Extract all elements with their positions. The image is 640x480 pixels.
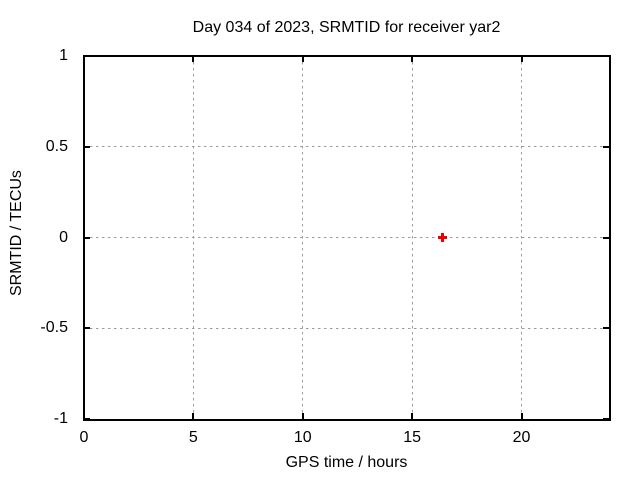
y-tick-mark [603, 418, 609, 420]
y-tick-mark [84, 145, 90, 148]
y-tick-label: -0.5 [40, 319, 68, 337]
x-tick-mark [192, 56, 195, 62]
x-tick-label: 20 [512, 429, 531, 446]
y-tick-mark [603, 327, 609, 330]
x-tick-mark [520, 56, 523, 62]
data-point-marker [441, 233, 445, 242]
plot-area: 0 5 10 15 20 1 0.5 0 -0.5 -1 [40, 48, 609, 446]
x-tick-mark [520, 413, 523, 419]
x-tick-mark [301, 413, 304, 419]
y-gridline [84, 237, 609, 238]
x-tick-mark [411, 413, 414, 419]
x-tick-mark [83, 56, 85, 62]
y-tick-mark [603, 55, 609, 57]
x-tick-label: 0 [79, 429, 89, 446]
x-tick-mark [192, 413, 195, 419]
x-tick-label: 5 [188, 429, 198, 446]
x-tick-mark [411, 56, 414, 62]
y-gridline [84, 146, 609, 148]
y-tick-label: 0.5 [45, 137, 68, 155]
x-tick-label: 10 [293, 429, 312, 446]
y-axis-label: SRMTID / TECUs [8, 170, 25, 296]
y-tick-label: 0 [59, 228, 68, 246]
y-tick-label: -1 [53, 410, 68, 427]
chart-title: Day 034 of 2023, SRMTID for receiver yar… [192, 19, 501, 36]
x-tick-label: 15 [403, 429, 422, 446]
y-tick-mark [84, 327, 90, 330]
y-tick-mark [84, 55, 90, 57]
x-tick-mark [301, 56, 304, 62]
x-tick-mark [83, 413, 85, 419]
y-tick-mark [603, 236, 609, 239]
y-tick-mark [84, 236, 90, 239]
y-tick-label: 1 [59, 47, 68, 64]
y-tick-mark [84, 418, 90, 420]
x-axis-label: GPS time / hours [285, 454, 408, 471]
y-gridline [84, 327, 609, 329]
y-tick-mark [603, 145, 609, 148]
